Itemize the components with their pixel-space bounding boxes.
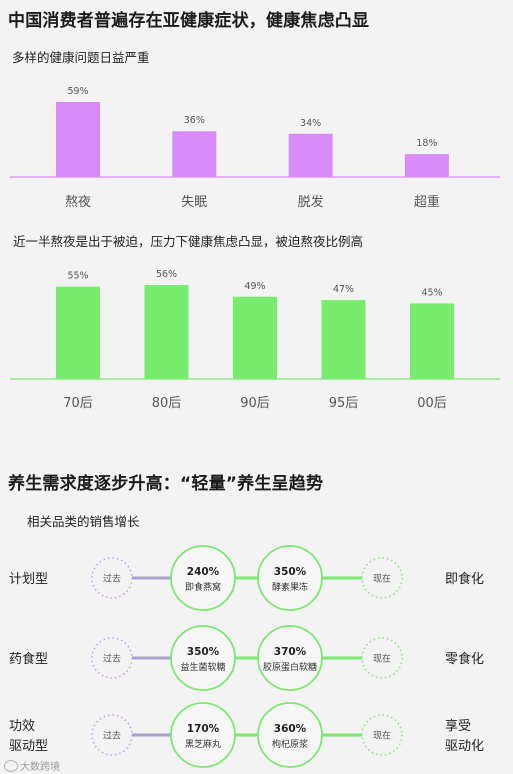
value-label-2: 56%	[156, 269, 177, 280]
product-percent-2: 360%	[274, 723, 307, 735]
product-circle-2	[257, 545, 323, 611]
value-label-1: 59%	[67, 86, 88, 97]
product-name-1: 益生菌软糖	[180, 661, 225, 673]
category-label-4: 超重	[414, 194, 440, 210]
now-label: 现在	[373, 573, 391, 585]
product-percent-1: 170%	[187, 723, 220, 735]
right-trend-label: 享受	[445, 718, 471, 734]
now-circle	[361, 714, 403, 756]
chart1-title: 多样的健康问题日益严重	[12, 50, 150, 65]
category-label-1: 熬夜	[65, 194, 91, 210]
category-label-3: 脱发	[298, 194, 324, 210]
bar-4	[404, 154, 449, 177]
right-trend-label: 即食化	[445, 571, 484, 587]
product-circle-2	[257, 625, 323, 691]
value-label-3: 34%	[300, 118, 321, 129]
past-circle	[91, 714, 133, 756]
bar-3	[233, 296, 277, 379]
bar-1	[56, 102, 100, 177]
category-label-3: 90后	[240, 396, 270, 411]
bar-2	[172, 131, 217, 177]
product-name-1: 黑芝麻丸	[185, 738, 221, 750]
product-percent-1: 350%	[187, 646, 220, 658]
product-name-2: 酵素果冻	[272, 581, 308, 593]
bar-3	[288, 133, 333, 177]
value-label-4: 18%	[416, 138, 437, 149]
product-circle-1	[170, 545, 236, 611]
section2-subtitle: 相关品类的销售增长	[27, 514, 140, 529]
left-type-label: 功效	[9, 719, 35, 734]
left-type-label: 药食型	[9, 651, 48, 667]
value-label-4: 47%	[333, 284, 354, 295]
section1-title: 中国消费者普遍存在亚健康症状，健康焦虑凸显	[8, 11, 370, 31]
left-type-label: 驱动型	[9, 739, 48, 754]
bar-1	[56, 286, 100, 379]
category-label-2: 失眠	[181, 195, 207, 210]
category-label-1: 70后	[63, 396, 93, 411]
right-trend-label: 零食化	[445, 651, 484, 667]
product-circle-1	[170, 625, 236, 691]
category-label-2: 80后	[152, 396, 182, 411]
category-label-5: 00后	[417, 396, 447, 411]
value-label-2: 36%	[184, 115, 205, 126]
growth-row-1: 过去 现在 240% 即食燕窝 350% 酵素果冻 计划型 即食化	[9, 545, 484, 611]
watermark-text: 大数跨境	[20, 762, 60, 773]
category-label-4: 95后	[329, 396, 359, 411]
health-issues-bar-chart: 59% 熬夜 36% 失眠 34% 脱发 18% 超重	[10, 86, 500, 210]
watermark: 大数跨境	[4, 758, 60, 773]
forced-stayup-bar-chart: 55% 70后 56% 80后 49% 90后 47% 95后 45% 00后	[10, 269, 500, 411]
product-circle-1	[170, 702, 236, 768]
bar-4	[321, 300, 366, 379]
past-label: 过去	[103, 653, 121, 665]
now-label: 现在	[373, 730, 391, 742]
value-label-5: 45%	[421, 287, 442, 298]
section2-title: 养生需求度逐步升高：“轻量”养生呈趋势	[8, 474, 324, 494]
weibo-icon	[4, 760, 18, 772]
bar-2	[144, 285, 189, 379]
past-circle	[91, 557, 133, 599]
product-percent-1: 240%	[187, 566, 220, 578]
product-name-1: 即食燕窝	[185, 581, 221, 593]
value-label-1: 55%	[67, 271, 88, 282]
bar-5	[410, 303, 454, 379]
product-name-2: 胶原蛋白软糖	[263, 661, 317, 673]
product-circle-2	[257, 702, 323, 768]
growth-row-2: 过去 现在 350% 益生菌软糖 370% 胶原蛋白软糖 药食型 零食化	[9, 625, 484, 691]
value-label-3: 49%	[244, 281, 265, 292]
past-label: 过去	[103, 573, 121, 585]
now-circle	[361, 637, 403, 679]
past-label: 过去	[103, 730, 121, 742]
past-circle	[91, 637, 133, 679]
left-type-label: 计划型	[9, 572, 48, 587]
chart2-title: 近一半熬夜是出于被迫，压力下健康焦虑凸显，被迫熬夜比例高	[13, 234, 364, 249]
now-label: 现在	[373, 653, 391, 665]
now-circle	[361, 557, 403, 599]
product-name-2: 枸杞原浆	[272, 738, 308, 750]
product-percent-2: 350%	[274, 566, 307, 578]
right-trend-label: 驱动化	[445, 739, 484, 754]
product-percent-2: 370%	[274, 646, 307, 658]
